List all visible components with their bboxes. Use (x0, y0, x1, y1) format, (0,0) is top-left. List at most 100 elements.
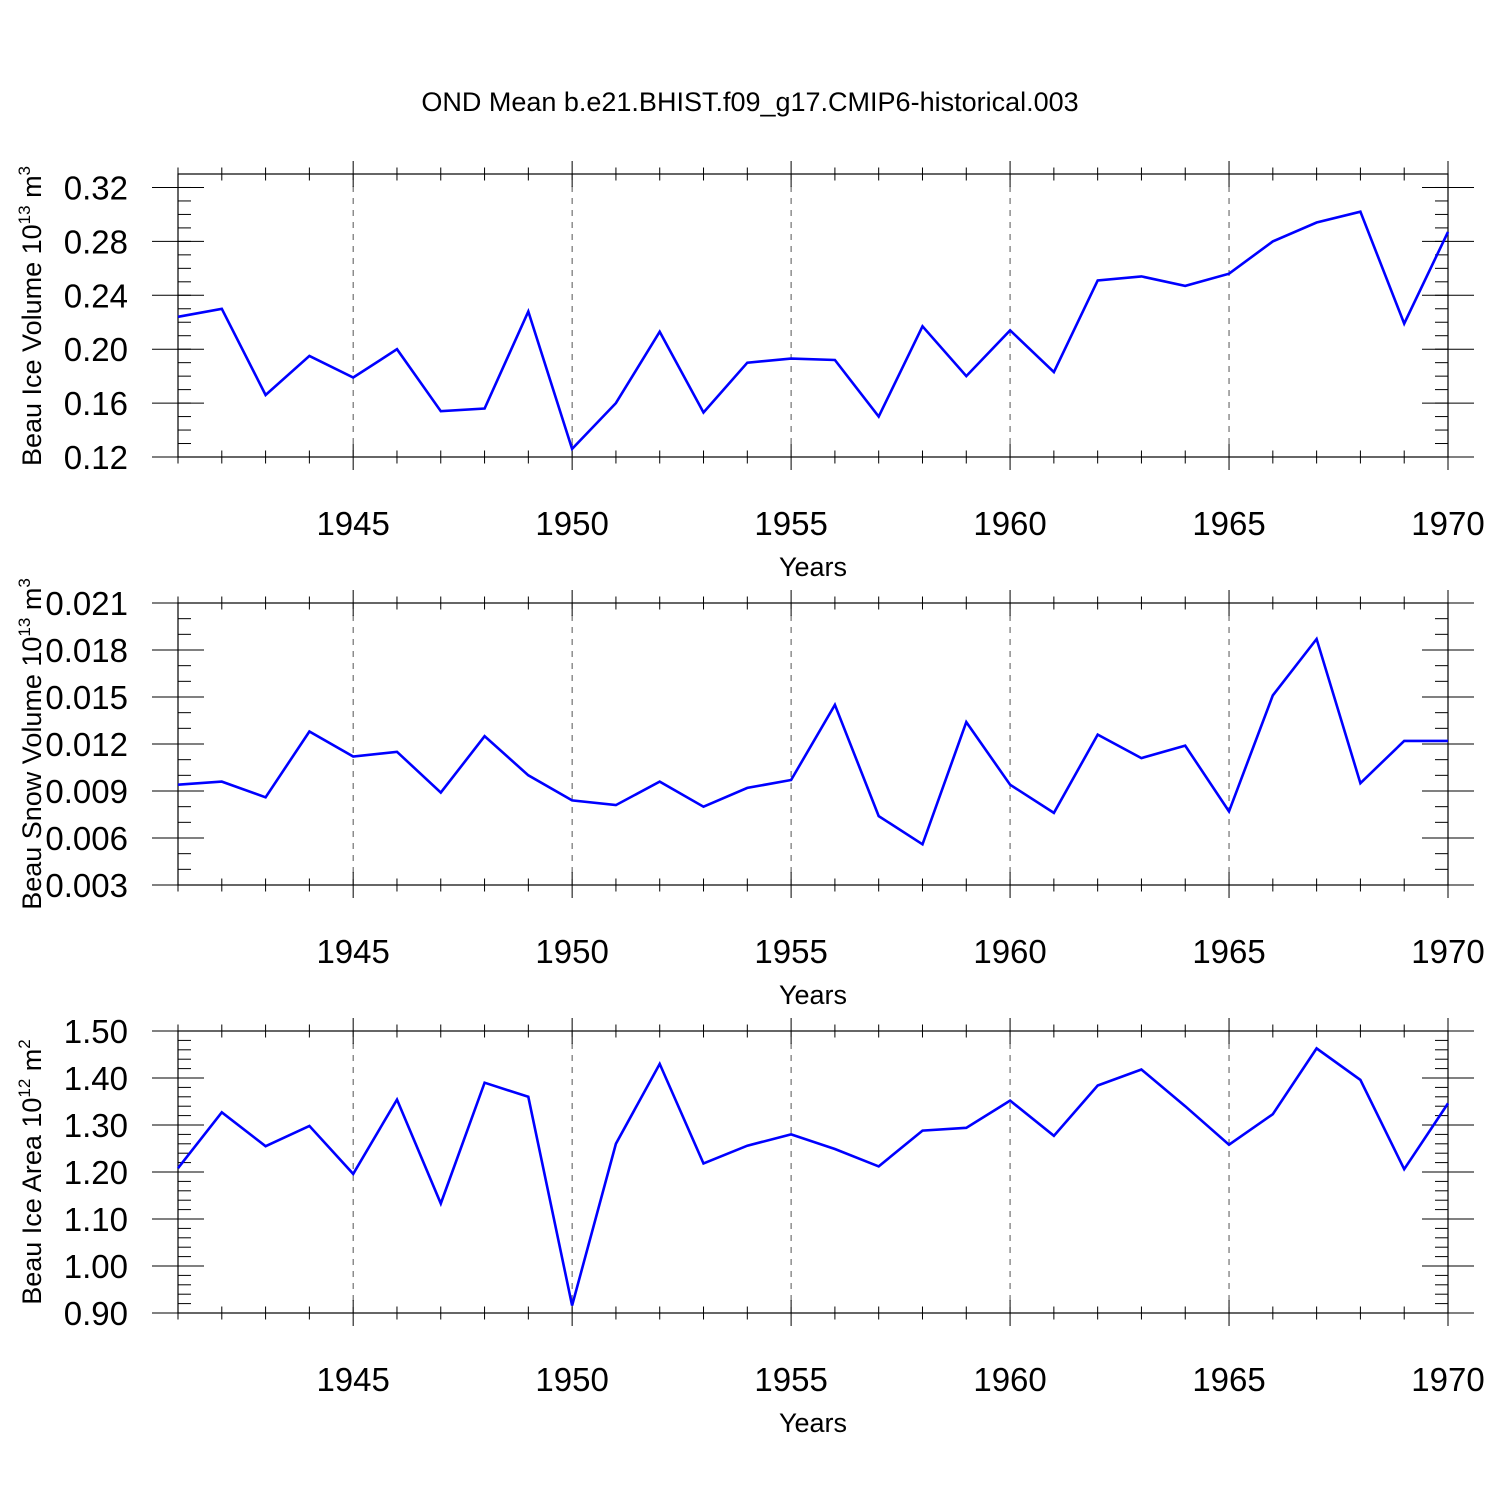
y-tick-label: 1.50 (64, 1013, 128, 1050)
chart-title: OND Mean b.e21.BHIST.f09_g17.CMIP6-histo… (421, 87, 1078, 117)
data-point (526, 773, 530, 777)
y-tick-label: 0.24 (64, 277, 128, 314)
y-tick-label: 0.009 (45, 773, 128, 810)
data-point (483, 1081, 487, 1085)
data-point (920, 842, 924, 846)
data-point (789, 1132, 793, 1136)
data-point (920, 1129, 924, 1133)
y-tick-label: 1.20 (64, 1154, 128, 1191)
x-tick-label: 1965 (1192, 933, 1265, 970)
x-tick-label: 1960 (973, 1361, 1046, 1398)
x-tick-label: 1965 (1192, 505, 1265, 542)
data-point (1008, 328, 1012, 332)
chart-panel-1: 0.12 0.16 0.20 0.24 0.28 0.32 1945 1950 1955 1960… (15, 161, 1485, 582)
data-point (483, 734, 487, 738)
data-point (1402, 322, 1406, 326)
x-axis-label: Years (779, 980, 847, 1010)
data-point (1052, 811, 1056, 815)
data-point (964, 1126, 968, 1130)
data-point (1402, 739, 1406, 743)
data-point (789, 357, 793, 361)
series-line (177, 636, 1448, 847)
data-point (307, 729, 311, 733)
x-tick-label: 1960 (973, 505, 1046, 542)
data-point (1358, 781, 1362, 785)
y-tick-label: 1.00 (64, 1248, 128, 1285)
data-point (570, 798, 574, 802)
data-point (264, 1144, 268, 1148)
data-point (1096, 1084, 1100, 1088)
plot-frame (177, 1030, 1449, 1314)
data-point (614, 1142, 618, 1146)
data-point (1096, 278, 1100, 282)
data-point (833, 1147, 837, 1151)
y-axis-label: Beau Snow Volume 1013 m3 (15, 578, 47, 910)
data-point (395, 1098, 399, 1102)
data-point (570, 447, 574, 451)
data-point (658, 330, 662, 334)
x-tick-label: 1970 (1411, 505, 1484, 542)
data-point (526, 309, 530, 313)
data-point (1402, 1167, 1406, 1171)
plot-frame (177, 173, 1449, 458)
y-tick-label: 0.012 (45, 726, 128, 763)
data-point (1139, 274, 1143, 278)
data-point (1315, 1046, 1319, 1050)
data-point (745, 361, 749, 365)
data-point (570, 1303, 574, 1307)
data-point (745, 1144, 749, 1148)
y-axis-label: Beau Ice Area 1012 m2 (15, 1039, 47, 1305)
x-axis-label: Years (779, 1408, 847, 1438)
y-tick-label: 0.16 (64, 385, 128, 422)
series-line (177, 210, 1450, 452)
x-tick-label: 1945 (316, 505, 389, 542)
x-tick-label: 1960 (973, 933, 1046, 970)
data-point (526, 1095, 530, 1099)
chart-panel-3: 0.90 1.00 1.10 1.20 1.30 1.40 1.50 1945 1950 1955… (15, 1013, 1485, 1438)
x-tick-label: 1955 (754, 933, 827, 970)
data-point (395, 750, 399, 754)
data-point (1227, 1143, 1231, 1147)
data-point (1446, 1101, 1450, 1105)
data-point (614, 803, 618, 807)
x-tick-label: 1950 (535, 933, 608, 970)
data-point (351, 375, 355, 379)
x-axis-label: Years (779, 552, 847, 582)
data-point (220, 1110, 224, 1114)
data-point (1227, 809, 1231, 813)
data-point (1008, 1099, 1012, 1103)
data-point (220, 307, 224, 311)
data-point (1139, 756, 1143, 760)
data-point (964, 374, 968, 378)
data-point (658, 780, 662, 784)
x-tick-label: 1970 (1411, 933, 1484, 970)
y-axis-label: Beau Ice Volume 1013 m3 (15, 166, 47, 466)
data-point (614, 401, 618, 405)
y-tick-label: 0.20 (64, 331, 128, 368)
data-point (745, 786, 749, 790)
data-point (220, 780, 224, 784)
data-point (1052, 1134, 1056, 1138)
data-point (307, 1124, 311, 1128)
y-tick-label: 0.006 (45, 820, 128, 857)
data-point (395, 347, 399, 351)
data-point (702, 1162, 706, 1166)
data-point (1183, 284, 1187, 288)
x-tick-label: 1970 (1411, 1361, 1484, 1398)
data-point (1271, 239, 1275, 243)
x-tick-label: 1950 (535, 505, 608, 542)
y-tick-label: 1.10 (64, 1201, 128, 1238)
data-point (702, 411, 706, 415)
data-point (1183, 1104, 1187, 1108)
y-tick-label: 0.021 (45, 585, 128, 622)
data-point (1052, 370, 1056, 374)
data-point (439, 791, 443, 795)
data-point (1446, 739, 1450, 743)
data-point (877, 415, 881, 419)
data-point (877, 1164, 881, 1168)
data-point (1315, 221, 1319, 225)
data-point (833, 703, 837, 707)
y-tick-label: 1.40 (64, 1060, 128, 1097)
